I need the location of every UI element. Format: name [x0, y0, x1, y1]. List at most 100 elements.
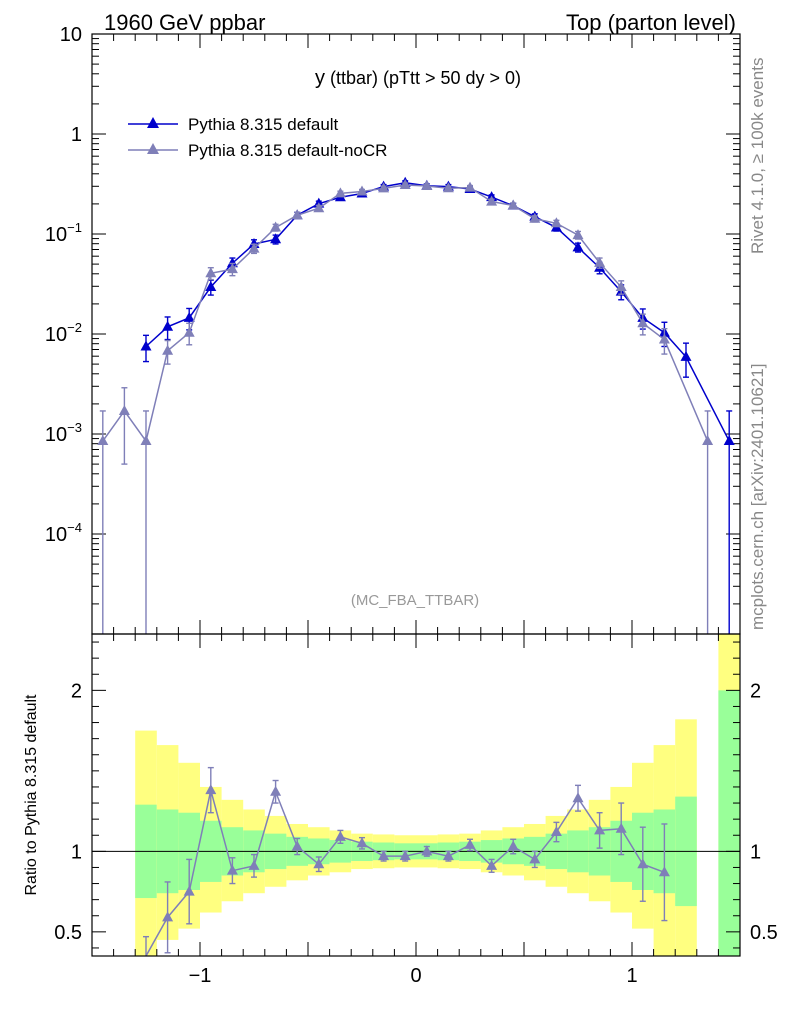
- default-marker: [140, 340, 152, 351]
- ratio-frame: [91, 633, 741, 957]
- ratio-y-tick-label: 1: [71, 841, 82, 863]
- nocr-line: [102, 184, 709, 443]
- main-y-tick-base: 10: [45, 524, 67, 546]
- nocr-marker: [248, 242, 260, 253]
- x-tick-label: 0: [410, 965, 421, 987]
- nocr-marker: [507, 199, 519, 210]
- nocr-marker: [356, 185, 368, 196]
- header-right: Top (parton level): [566, 10, 736, 35]
- default-marker: [205, 281, 217, 292]
- main-title-rest: (ttbar) (pTtt > 50 dy > 0): [330, 68, 521, 88]
- nocr-marker: [615, 281, 627, 292]
- ratio-marker: [183, 885, 195, 896]
- ratio-marker: [464, 838, 476, 849]
- ratio-series: [143, 766, 670, 957]
- nocr-marker: [550, 217, 562, 228]
- nocr-marker: [486, 195, 498, 206]
- nocr-series-group: [97, 179, 714, 634]
- x-tick-label: 1: [626, 965, 637, 987]
- main-y-tick-label: 10−4: [45, 520, 82, 546]
- ratio-marker: [615, 822, 627, 833]
- main-y-tick-exp: −2: [67, 320, 82, 335]
- ratio-marker: [399, 850, 411, 861]
- default-series-group: [140, 176, 735, 634]
- default-marker: [572, 241, 584, 252]
- default-marker: [680, 350, 692, 361]
- ratio-bands: [135, 634, 740, 956]
- green-band-bin: [718, 690, 740, 956]
- rivet-label: Rivet 4.1.0, ≥ 100k events: [748, 58, 767, 254]
- nocr-marker: [334, 187, 346, 198]
- nocr-marker: [594, 256, 606, 267]
- watermark: (MC_FBA_TTBAR): [351, 592, 479, 609]
- legend-marker-nocr: [147, 143, 159, 154]
- nocr-marker: [442, 182, 454, 193]
- main-y-tick-exp: −4: [67, 520, 82, 535]
- nocr-marker: [140, 435, 152, 446]
- ratio-marker: [637, 858, 649, 869]
- nocr-marker: [421, 179, 433, 190]
- legend-label-nocr: Pythia 8.315 default-noCR: [188, 141, 387, 160]
- ratio-marker: [356, 837, 368, 848]
- nocr-marker: [183, 326, 195, 337]
- ratio-marker: [572, 792, 584, 803]
- main-y-tick-exp: −1: [67, 220, 82, 235]
- ratio-marker: [507, 840, 519, 851]
- ratio-marker: [486, 859, 498, 870]
- main-title-var: y: [315, 67, 325, 89]
- legend: Pythia 8.315 default Pythia 8.315 defaul…: [128, 115, 387, 160]
- main-y-tick-label: 10−2: [45, 320, 82, 346]
- default-marker: [183, 311, 195, 322]
- default-line: [145, 182, 730, 442]
- ratio-marker: [442, 850, 454, 861]
- x-tick-label: −1: [189, 965, 212, 987]
- default-marker: [270, 233, 282, 244]
- ratio-ylabel: Ratio to Pythia 8.315 default: [23, 694, 40, 896]
- main-series: [97, 176, 735, 634]
- nocr-marker: [399, 179, 411, 190]
- nocr-marker: [464, 181, 476, 192]
- main-y-tick-base: 10: [45, 324, 67, 346]
- ratio-marker: [378, 850, 390, 861]
- legend-label-default: Pythia 8.315 default: [188, 115, 339, 134]
- header-left: 1960 GeV ppbar: [104, 10, 265, 35]
- nocr-marker: [226, 263, 238, 274]
- nocr-marker: [97, 435, 109, 446]
- main-y-tick-base: 10: [45, 224, 67, 246]
- ratio-series-group: [143, 766, 670, 957]
- ratio-y-tick-label-right: 1: [750, 841, 761, 863]
- main-y-tick-label: 10−3: [45, 420, 82, 446]
- nocr-marker: [572, 229, 584, 240]
- nocr-marker: [205, 267, 217, 278]
- main-y-tick-base: 10: [45, 424, 67, 446]
- ratio-y-tick-label-right: 2: [750, 680, 761, 702]
- nocr-marker: [637, 317, 649, 328]
- main-y-tick-label: 10: [60, 24, 82, 46]
- ratio-marker: [529, 853, 541, 864]
- default-marker: [723, 435, 735, 446]
- legend-marker-default: [147, 117, 159, 128]
- ratio-marker: [658, 866, 670, 877]
- ratio-marker: [226, 864, 238, 875]
- main-title: y (ttbar) (pTtt > 50 dy > 0): [315, 67, 521, 89]
- main-y-tick-exp: −3: [67, 420, 82, 435]
- ratio-marker: [550, 826, 562, 837]
- ratio-marker: [313, 858, 325, 869]
- ratio-marker: [248, 859, 260, 870]
- ratio-y-tick-label: 2: [71, 680, 82, 702]
- ratio-marker: [205, 784, 217, 795]
- ratio-axes: 0.5 0.5 1 1 2 2 −1 0 1: [54, 634, 778, 987]
- nocr-marker: [118, 404, 130, 415]
- nocr-marker: [291, 209, 303, 220]
- default-marker: [226, 257, 238, 268]
- ratio-y-tick-label-right: 0.5: [750, 922, 778, 944]
- main-y-tick-label: 10−1: [45, 220, 82, 246]
- nocr-marker: [378, 182, 390, 193]
- nocr-marker: [702, 435, 714, 446]
- ratio-marker: [270, 785, 282, 796]
- nocr-marker: [270, 221, 282, 232]
- nocr-marker: [529, 212, 541, 223]
- default-marker: [162, 320, 174, 331]
